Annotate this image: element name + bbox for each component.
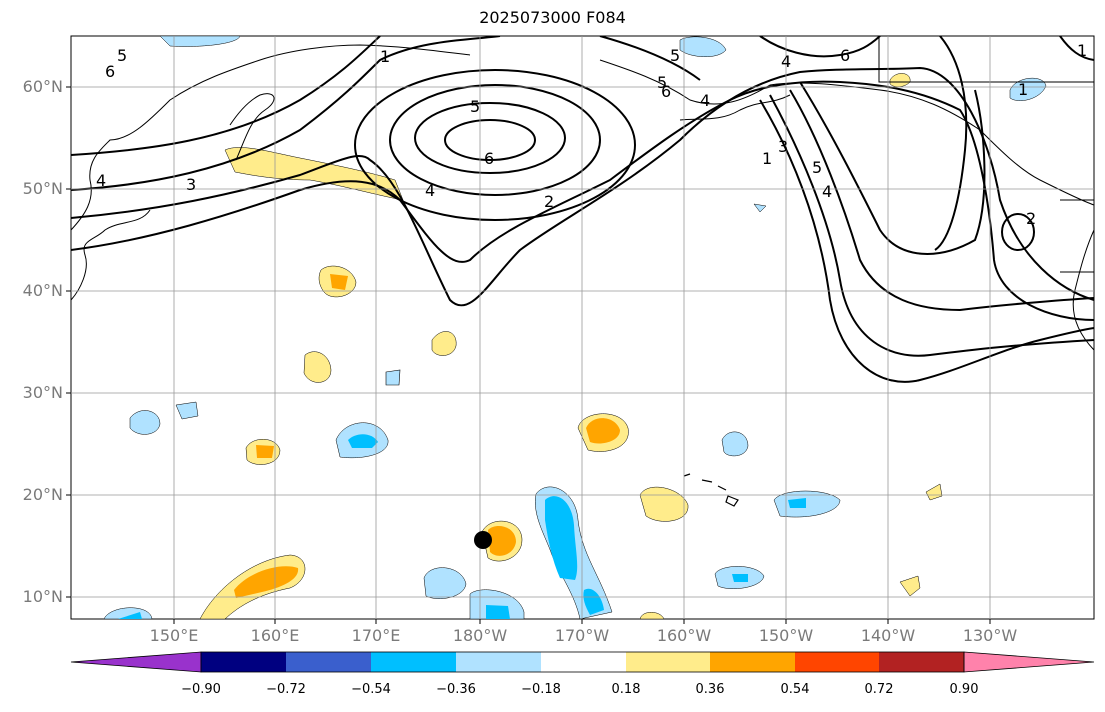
colorbar-tick-label: 0.36 xyxy=(695,682,725,697)
colorbar-tick-label: −0.72 xyxy=(266,682,306,697)
colorbar-extend-high xyxy=(963,651,1095,673)
anomaly-negative xyxy=(773,490,841,518)
lat-label: 50°N xyxy=(22,179,63,198)
anomaly-negative xyxy=(159,36,241,47)
contour-label: 6 xyxy=(484,149,494,168)
contour-label: 5 xyxy=(470,97,480,116)
anomaly-negative xyxy=(486,605,510,619)
anomaly-positive xyxy=(234,566,299,598)
lat-label: 30°N xyxy=(22,383,63,402)
colorbar-tick-label: −0.36 xyxy=(436,682,476,697)
contour-label: 6 xyxy=(840,46,850,65)
colorbar-tick-label: −0.18 xyxy=(521,682,561,697)
colorbar-frame xyxy=(200,651,965,673)
anomaly-negative xyxy=(583,588,604,615)
lon-label: 160°W xyxy=(656,626,712,645)
contour-label: 1 xyxy=(380,47,390,66)
colorbar-tick-label: 0.90 xyxy=(949,682,979,697)
map-frame xyxy=(70,35,1095,620)
contour-label: 3 xyxy=(778,137,788,156)
anomaly-negative xyxy=(423,567,467,599)
contour-label: 6 xyxy=(105,62,115,81)
contour-label: 5 xyxy=(657,73,667,92)
colorbar-tick-label: 0.72 xyxy=(864,682,894,697)
anomaly-negative xyxy=(129,410,161,435)
lon-label: 160°E xyxy=(250,626,300,645)
lat-label: 60°N xyxy=(22,77,63,96)
lon-label: 150°E xyxy=(149,626,199,645)
contour-label: 1 xyxy=(1077,41,1087,60)
colorbar-swatch xyxy=(795,652,879,672)
anomaly-positive xyxy=(303,351,332,383)
anomaly-negative xyxy=(788,498,806,508)
anomaly-negative xyxy=(721,431,749,457)
lon-label: 130°W xyxy=(962,626,1018,645)
lon-label: 140°W xyxy=(860,626,916,645)
lon-label: 170°E xyxy=(351,626,401,645)
anomaly-negative xyxy=(545,496,578,580)
storm-center-dot xyxy=(474,531,492,549)
anomaly-negative xyxy=(348,434,378,448)
colorbar-tick-label: 0.54 xyxy=(780,682,810,697)
colorbar-swatch xyxy=(371,652,456,672)
contour-label: 1 xyxy=(1018,80,1028,99)
height-contours xyxy=(71,36,1094,383)
anomaly-positive xyxy=(639,612,665,619)
colorbar-swatch xyxy=(626,652,710,672)
contour-label: 4 xyxy=(96,171,106,190)
chart-title: 2025073000 F084 xyxy=(479,8,626,27)
map-panel: 5 6 1 5 6 4 3 5 6 4 2 4 6 1 5 4 3 1 4 5 … xyxy=(66,35,1095,624)
contour-label: 1 xyxy=(762,149,772,168)
contour-label: 2 xyxy=(544,192,554,211)
colorbar-extend-low xyxy=(70,651,202,673)
contour-label: 4 xyxy=(822,182,832,201)
anomaly-negative xyxy=(679,36,727,57)
axis-ticks xyxy=(66,86,991,624)
lon-label: 180°W xyxy=(452,626,508,645)
anomaly-positive xyxy=(431,331,457,356)
anomaly-negative xyxy=(385,369,401,386)
contour-label: 5 xyxy=(117,46,127,65)
lon-label: 150°W xyxy=(758,626,814,645)
contour-label: 5 xyxy=(670,46,680,65)
anomaly-negative xyxy=(753,203,767,213)
graticule xyxy=(71,36,1094,619)
colorbar-swatch xyxy=(541,652,626,672)
anomaly-positive xyxy=(330,274,348,290)
anomaly-positive xyxy=(586,418,620,444)
hawaii-islands xyxy=(683,473,739,507)
anomaly-positive xyxy=(925,483,943,501)
contour-labels: 5 6 1 5 6 4 3 5 6 4 2 4 6 1 5 4 3 1 4 5 … xyxy=(96,41,1087,228)
contour-label: 6 xyxy=(661,82,671,101)
anomaly-negative xyxy=(732,574,748,582)
anomaly-negative xyxy=(1009,78,1047,101)
lat-label: 20°N xyxy=(22,485,63,504)
anomaly-shading xyxy=(103,36,1047,619)
contour-label: 4 xyxy=(425,181,435,200)
lat-label: 10°N xyxy=(22,587,63,606)
contour-label: 3 xyxy=(186,175,196,194)
lat-label: 40°N xyxy=(22,281,63,300)
contour-label: 5 xyxy=(812,158,822,177)
colorbar xyxy=(70,651,1095,673)
colorbar-swatch xyxy=(286,652,371,672)
colorbar-tick-label: 0.18 xyxy=(611,682,641,697)
anomaly-positive xyxy=(899,575,921,597)
contour-label: 2 xyxy=(1026,209,1036,228)
colorbar-swatch xyxy=(710,652,795,672)
lon-label: 170°W xyxy=(554,626,610,645)
colorbar-swatch xyxy=(456,652,541,672)
anomaly-negative xyxy=(118,612,142,619)
colorbar-swatch xyxy=(879,652,964,672)
colorbar-swatch xyxy=(201,652,286,672)
anomaly-positive xyxy=(488,526,516,556)
contour-label: 4 xyxy=(700,91,710,110)
colorbar-tick-label: −0.90 xyxy=(181,682,221,697)
anomaly-negative xyxy=(175,401,199,420)
anomaly-positive xyxy=(639,486,689,522)
contour-label: 4 xyxy=(781,52,791,71)
colorbar-tick-label: −0.54 xyxy=(351,682,391,697)
anomaly-positive xyxy=(256,445,274,458)
